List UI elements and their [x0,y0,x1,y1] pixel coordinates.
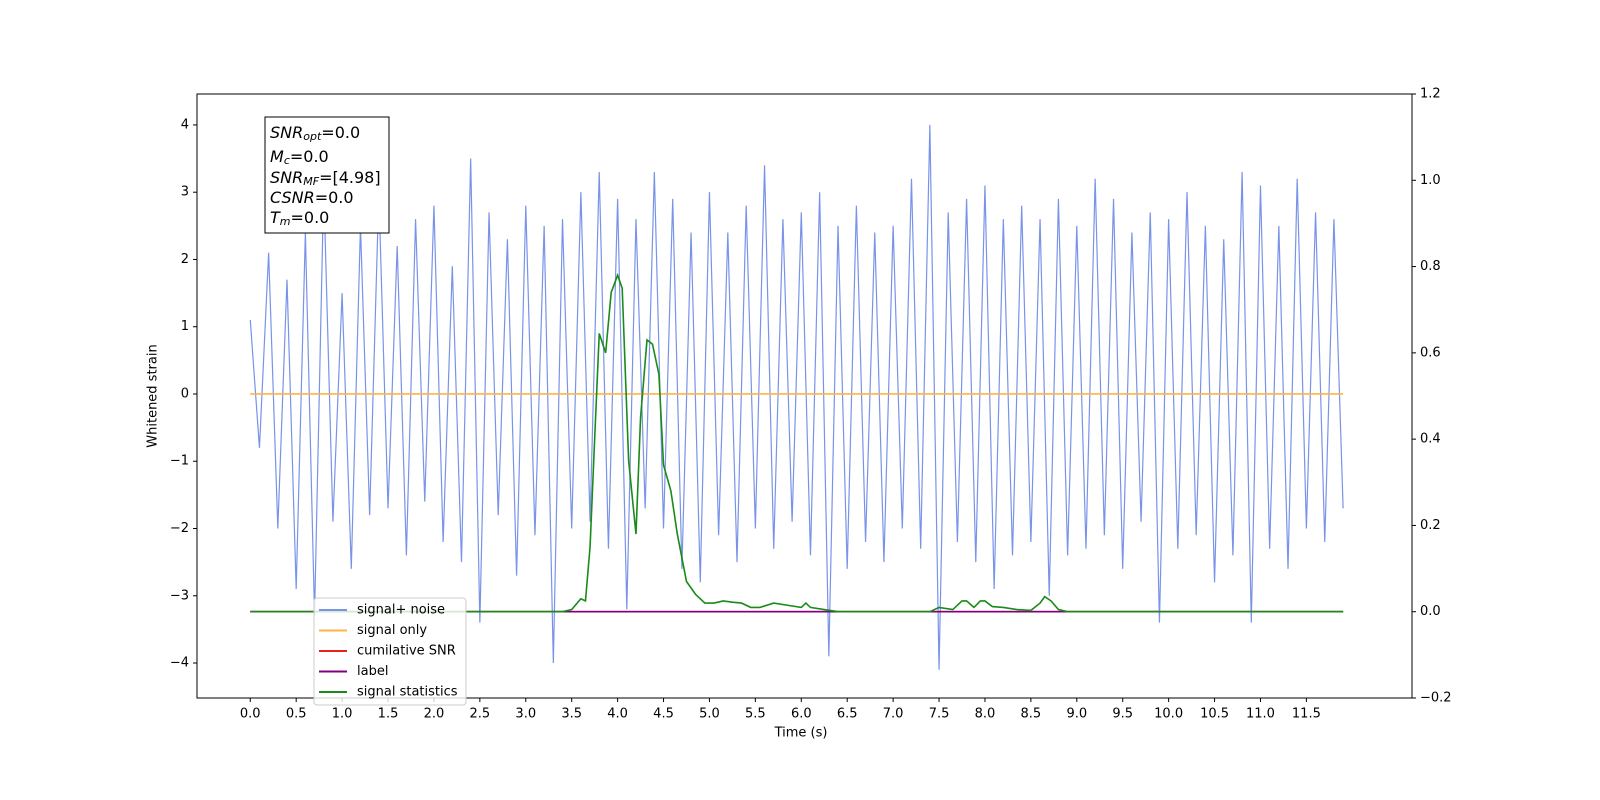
annotation-text: =0.0 [291,208,330,227]
x-tick-label: 7.0 [883,707,904,722]
series-line [249,124,1344,670]
x-tick-label: 0.5 [286,707,307,722]
y-tick-label: −1 [170,454,189,469]
legend-label: signal only [357,623,427,638]
x-tick-label: 3.5 [561,707,582,722]
x-tick-label: 2.5 [470,707,491,722]
y-tick-label: 0 [181,386,189,401]
annotation-name: CSNR [270,188,315,207]
legend: signal+ noise signal only cumilative SNR la… [313,597,467,706]
y-tick-label: 3 [181,185,189,200]
legend-label: cumilative SNR [357,644,456,659]
y2-tick-label: −0.2 [1420,691,1452,706]
y2-tick-label: 1.2 [1420,87,1441,102]
annotation-text: =0.0 [321,123,360,142]
x-tick-label: 9.0 [1066,707,1087,722]
annotation: Tm=0.0 [270,208,329,229]
legend-label: signal+ noise [357,603,445,618]
y-tick-label: −3 [170,588,189,603]
annotation-sub: m [280,215,291,228]
y2-tick-label: 0.0 [1420,604,1441,619]
y-tick-label: 2 [181,252,189,267]
annotation-sub: c [284,154,290,167]
legend-label: signal statistics [357,685,458,700]
annotation: SNRopt=0.0 [270,123,360,144]
annotation-text: =0.0 [290,147,329,166]
annotation-frame [264,116,390,234]
annotation-text: =0.0 [315,188,354,207]
plot-frame [196,93,1413,699]
x-tick-label: 0.0 [240,707,261,722]
y2-tick-label: 0.2 [1420,518,1441,533]
y-tick-label: 1 [181,319,189,334]
x-tick-label: 11.5 [1292,707,1321,722]
x-tick-label: 5.0 [699,707,720,722]
x-tick-label: 7.5 [929,707,950,722]
x-tick-label: 10.5 [1200,707,1229,722]
x-tick-label: 3.0 [515,707,536,722]
x-tick-label: 8.0 [975,707,996,722]
y2-tick-label: 0.6 [1420,345,1441,360]
annotation-name: M [270,147,284,166]
x-tick-label: 6.0 [791,707,812,722]
x-tick-label: 11.0 [1246,707,1275,722]
x-tick-label: 1.5 [378,707,399,722]
annotation: Mc=0.0 [270,147,329,168]
x-tick-label: 10.0 [1154,707,1183,722]
x-tick-label: 5.5 [745,707,766,722]
legend-label: label [357,664,388,679]
annotation-sub: opt [303,130,322,143]
annotation-sub: MF [303,175,319,188]
annotation: SNRMF=[4.98] [270,168,381,189]
y-tick-label: 4 [181,117,189,132]
x-tick-label: 6.5 [837,707,858,722]
x-tick-label: 8.5 [1021,707,1042,722]
x-tick-label: 4.0 [607,707,628,722]
y2-tick-label: 1.0 [1420,173,1441,188]
annotation-text: =[4.98] [319,168,381,187]
annotation-box: SNRopt=0.0Mc=0.0SNRMF=[4.98]CSNR=0.0Tm=0… [264,116,390,234]
series-line [250,272,1344,613]
x-tick-label: 9.5 [1112,707,1133,722]
x-tick-label: 2.0 [424,707,445,722]
x-axis-label: Time (s) [774,726,828,741]
annotation-name: T [270,208,281,227]
legend-frame [313,597,467,706]
x-tick-label: 1.0 [332,707,353,722]
y2-tick-label: 0.4 [1420,432,1441,447]
y-tick-label: −2 [170,521,189,536]
x-tick-label: 4.5 [653,707,674,722]
annotation-name: SNR [270,123,303,142]
y-axis-label: Whitened strain [146,344,161,447]
y-tick-label: −4 [170,656,189,671]
y2-tick-label: 0.8 [1420,259,1441,274]
annotation: CSNR=0.0 [270,188,354,207]
annotation-name: SNR [270,168,303,187]
